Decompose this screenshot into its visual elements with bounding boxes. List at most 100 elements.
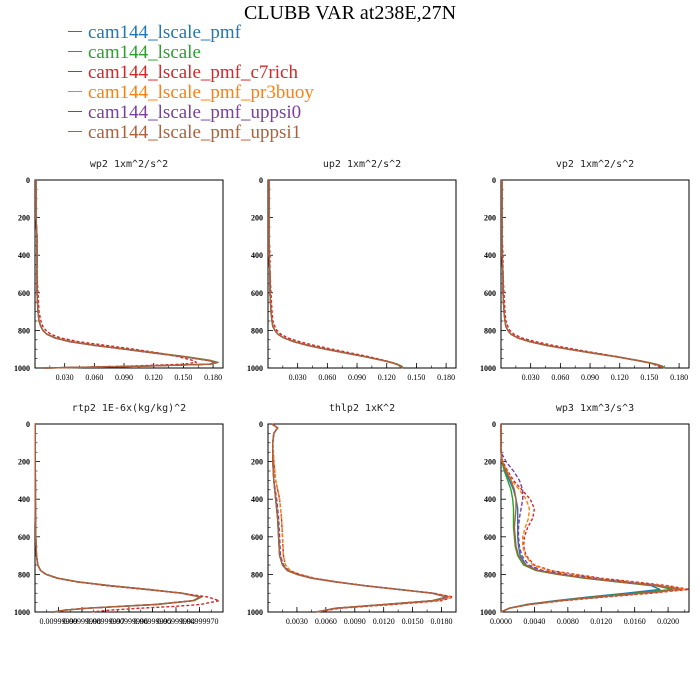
series-line xyxy=(34,424,202,613)
y-tick-label: 600 xyxy=(484,533,496,542)
x-tick-label: 0.030 xyxy=(56,373,74,382)
legend-label: cam144_lscale xyxy=(88,42,201,63)
x-tick-label: 0.00999970 xyxy=(181,617,219,626)
series-line xyxy=(271,423,448,613)
x-tick-label: 0.060 xyxy=(551,373,569,382)
y-tick-label: 0 xyxy=(492,420,496,429)
plot-frame xyxy=(34,423,224,613)
legend-item: cam144_lscale_pmf_uppsi0 xyxy=(68,103,314,123)
x-tick-label: 0.120 xyxy=(145,373,163,382)
x-tick-label: 0.030 xyxy=(289,373,307,382)
x-tick-label: 0.150 xyxy=(174,373,192,382)
plot-frame xyxy=(500,423,690,613)
legend-label: cam144_lscale_pmf_c7rich xyxy=(88,62,298,83)
legend-item: cam144_lscale_pmf xyxy=(68,23,314,43)
legend-label: cam144_lscale_pmf xyxy=(88,22,242,43)
y-tick-label: 200 xyxy=(484,458,496,467)
x-tick-label: 0.0000 xyxy=(490,617,512,626)
x-tick-label: 0.150 xyxy=(407,373,425,382)
y-tick-label: 600 xyxy=(484,289,496,298)
legend-item: cam144_lscale_pmf_pr3buoy xyxy=(68,83,314,103)
y-tick-label: 800 xyxy=(18,326,30,335)
series-line xyxy=(500,424,682,613)
x-tick-label: 0.00999994 xyxy=(157,617,195,626)
y-tick-label: 200 xyxy=(251,458,263,467)
legend-swatch xyxy=(68,50,82,53)
x-tick-label: 0.180 xyxy=(670,373,688,382)
y-tick-label: 800 xyxy=(484,326,496,335)
x-tick-label: 0.060 xyxy=(318,373,336,382)
plot-frame xyxy=(500,179,690,369)
y-tick-label: 200 xyxy=(484,214,496,223)
y-tick-label: 0 xyxy=(492,176,496,185)
y-tick-label: 400 xyxy=(18,495,30,504)
series-line xyxy=(34,424,203,613)
y-tick-label: 1000 xyxy=(14,608,30,617)
x-tick-label: 0.00999996 xyxy=(110,617,148,626)
panel-title: vp2 1xm^2/s^2 xyxy=(556,159,634,170)
x-tick-label: 0.0080 xyxy=(557,617,579,626)
y-tick-label: 1000 xyxy=(14,364,30,373)
panel-title: up2 1xm^2/s^2 xyxy=(323,159,401,170)
y-tick-label: 0 xyxy=(26,176,30,185)
series-line xyxy=(34,424,220,613)
legend-swatch xyxy=(68,130,82,133)
x-tick-label: 0.0040 xyxy=(523,617,545,626)
y-tick-label: 0 xyxy=(259,420,263,429)
x-tick-label: 0.180 xyxy=(437,373,455,382)
y-tick-label: 600 xyxy=(251,289,263,298)
legend-label: cam144_lscale_pmf_uppsi1 xyxy=(88,122,302,143)
y-tick-label: 1000 xyxy=(480,364,496,373)
x-tick-label: 0.0120 xyxy=(590,617,612,626)
page-title: CLUBB VAR at238E,27N xyxy=(243,2,457,24)
y-tick-label: 400 xyxy=(251,251,263,260)
y-tick-label: 0 xyxy=(26,420,30,429)
x-tick-label: 0.090 xyxy=(115,373,133,382)
y-tick-label: 400 xyxy=(18,251,30,260)
x-tick-label: 0.0200 xyxy=(657,617,679,626)
series-line xyxy=(34,424,202,613)
series-line xyxy=(501,180,665,369)
legend-label: cam144_lscale_pmf_pr3buoy xyxy=(88,82,314,103)
y-tick-label: 600 xyxy=(18,533,30,542)
legend-swatch xyxy=(68,30,82,33)
y-tick-label: 600 xyxy=(18,289,30,298)
x-tick-label: 0.0150 xyxy=(402,617,424,626)
y-tick-label: 0 xyxy=(259,176,263,185)
y-tick-label: 400 xyxy=(484,495,496,504)
legend: cam144_lscale_pmf cam144_lscale cam144_l… xyxy=(68,23,314,143)
x-tick-label: 0.150 xyxy=(640,373,658,382)
series-line xyxy=(271,423,449,613)
legend-label: cam144_lscale_pmf_uppsi0 xyxy=(88,102,302,123)
y-tick-label: 200 xyxy=(18,214,30,223)
y-tick-label: 800 xyxy=(251,326,263,335)
panel-title: wp2 1xm^2/s^2 xyxy=(90,159,168,170)
legend-item: cam144_lscale xyxy=(68,43,314,63)
series-line xyxy=(500,424,690,613)
y-tick-label: 400 xyxy=(251,495,263,504)
legend-swatch xyxy=(68,90,82,93)
x-tick-label: 0.0090 xyxy=(344,617,366,626)
series-line xyxy=(271,423,452,613)
series-line xyxy=(35,180,218,369)
y-tick-label: 800 xyxy=(18,570,30,579)
series-line xyxy=(34,424,202,613)
y-tick-label: 800 xyxy=(484,570,496,579)
y-tick-label: 200 xyxy=(251,214,263,223)
x-tick-label: 0.120 xyxy=(611,373,629,382)
y-tick-label: 1000 xyxy=(247,364,263,373)
x-tick-label: 0.0180 xyxy=(431,617,453,626)
legend-swatch xyxy=(68,70,82,73)
y-tick-label: 800 xyxy=(251,570,263,579)
x-tick-label: 0.0120 xyxy=(373,617,395,626)
x-tick-label: 0.180 xyxy=(204,373,222,382)
x-tick-label: 0.0030 xyxy=(286,617,308,626)
y-tick-label: 400 xyxy=(484,251,496,260)
x-tick-label: 0.00999998 xyxy=(63,617,101,626)
y-tick-label: 200 xyxy=(18,458,30,467)
x-tick-label: 0.0060 xyxy=(315,617,337,626)
x-tick-label: 0.090 xyxy=(348,373,366,382)
y-tick-label: 600 xyxy=(251,533,263,542)
legend-item: cam144_lscale_pmf_c7rich xyxy=(68,63,314,83)
